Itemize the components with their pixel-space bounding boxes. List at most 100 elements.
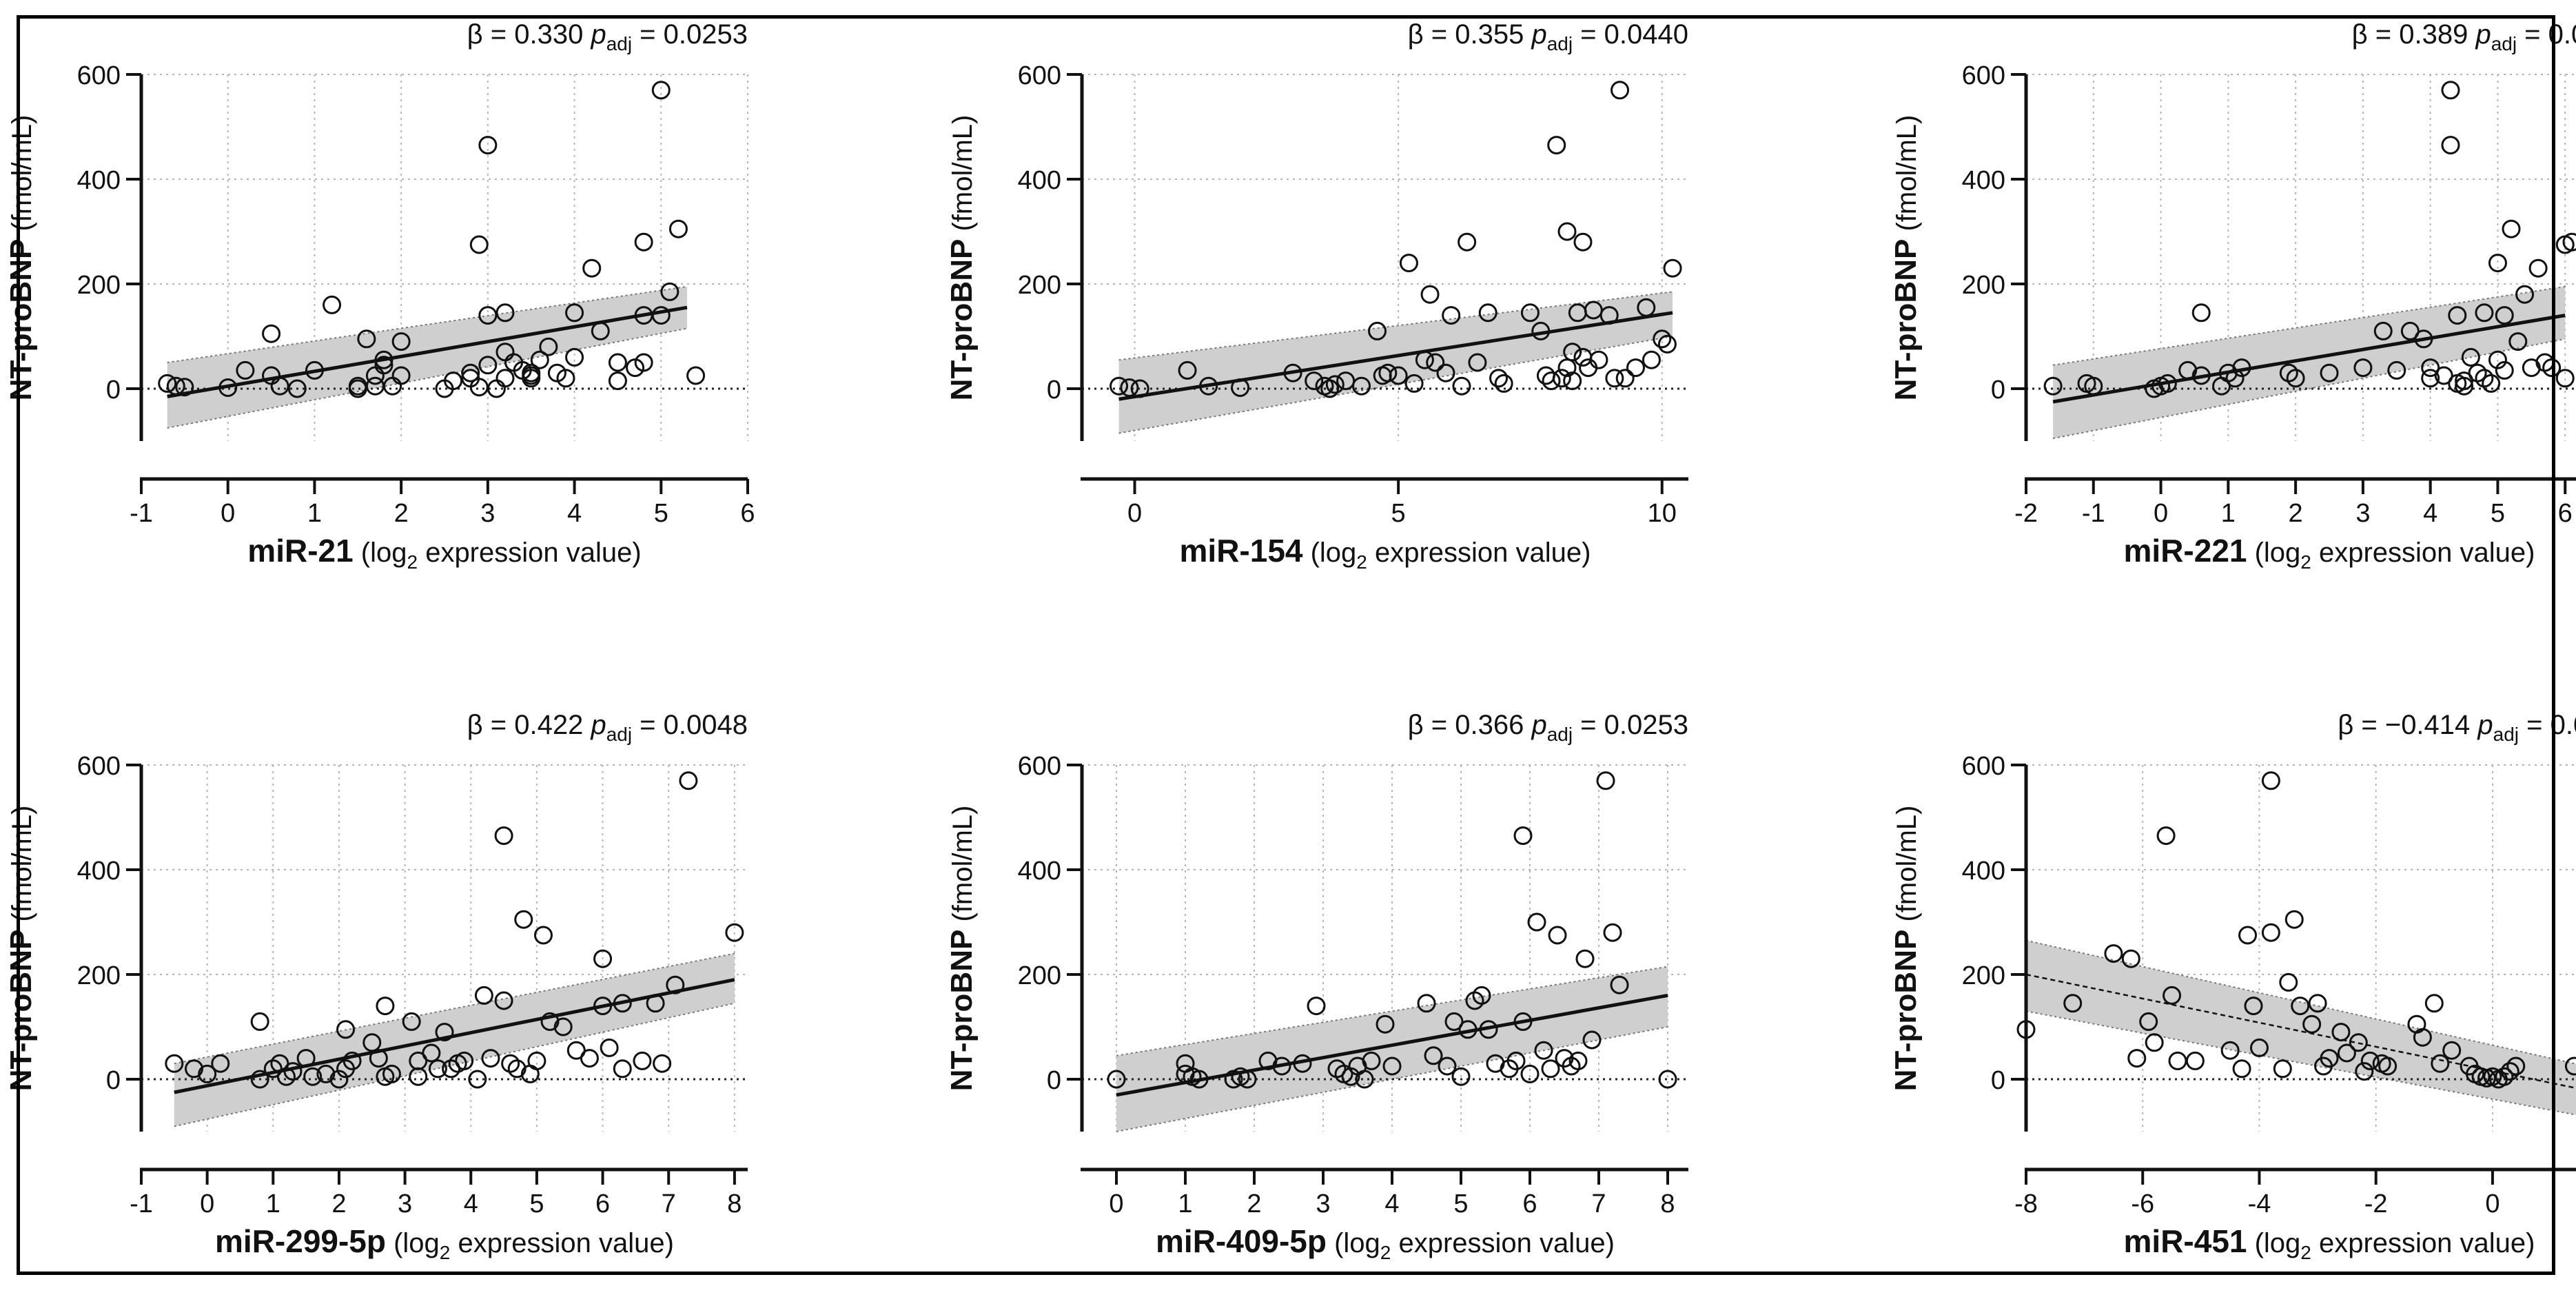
x-tick-label: 5	[1453, 1189, 1468, 1218]
mirna-name: miR-299-5p	[215, 1223, 386, 1259]
y-tick-label: 0	[106, 1066, 121, 1095]
stats-annotation: β = 0.366 padj = 0.0253	[1408, 710, 1688, 745]
regression-line	[1118, 311, 1673, 401]
x-tick-label: -1	[130, 1189, 153, 1218]
data-point	[391, 332, 411, 351]
data-point	[1130, 379, 1149, 398]
x-tick-label: -2	[2014, 499, 2038, 528]
y-axis-label: NT-proBNP (fmol/mL)	[1889, 806, 1923, 1092]
data-point	[1513, 1012, 1533, 1031]
data-point	[369, 1049, 388, 1068]
x-axis-unit-subscript: 2	[407, 551, 418, 573]
data-point	[1658, 1070, 1677, 1089]
data-point	[2158, 374, 2177, 393]
data-point	[1355, 1070, 1374, 1089]
padj-subscript: adj	[2493, 724, 2519, 745]
data-point	[2127, 1049, 2147, 1068]
x-tick-label: 6	[595, 1189, 610, 1218]
data-point	[2506, 1056, 2526, 1076]
x-axis-unit-subscript: 2	[440, 1242, 451, 1263]
x-tick-label: 3	[2355, 499, 2370, 528]
data-point	[2495, 306, 2514, 325]
data-point	[2139, 1012, 2158, 1031]
x-tick-label: 7	[662, 1189, 676, 1218]
padj-value: = 0.0440	[1573, 19, 1688, 50]
padj-label: p	[590, 19, 606, 50]
data-point	[2360, 1051, 2380, 1070]
data-point	[1596, 771, 1615, 790]
data-point	[2121, 949, 2140, 968]
x-axis-label: miR-154 (log2 expression value)	[1180, 533, 1591, 573]
y-tick-label: 600	[1018, 61, 1061, 90]
data-point	[1611, 81, 1630, 100]
data-point	[1376, 1014, 1395, 1034]
x-axis-unit-tail: expression value)	[1367, 538, 1591, 568]
data-point	[422, 1043, 441, 1063]
data-point	[2261, 923, 2280, 942]
x-axis-unit: (log	[386, 1228, 440, 1258]
data-point	[2220, 1041, 2240, 1060]
regression-line	[2052, 314, 2566, 404]
data-point	[343, 1051, 362, 1070]
data-point	[218, 378, 238, 397]
data-point	[2232, 358, 2251, 378]
y-axis-label-bold: NT-proBNP	[945, 930, 979, 1092]
y-tick-label: 0	[1047, 376, 1061, 405]
data-point	[651, 306, 671, 325]
data-point	[540, 1012, 560, 1031]
padj-subscript: adj	[1547, 33, 1573, 54]
x-axis-unit-subscript: 2	[2300, 1242, 2311, 1263]
data-point	[474, 985, 493, 1005]
mirna-name: miR-21	[247, 533, 353, 569]
y-tick-label: 600	[1962, 61, 2005, 90]
padj-subscript: adj	[606, 724, 632, 745]
x-tick-label: 3	[480, 499, 495, 528]
data-point	[2421, 369, 2440, 388]
data-point	[666, 975, 685, 994]
data-point	[211, 1054, 230, 1073]
data-point	[2442, 1041, 2462, 1060]
data-point	[1307, 997, 1326, 1016]
stats-annotation: β = 0.355 padj = 0.0440	[1408, 19, 1688, 54]
x-axis-unit-tail: expression value)	[418, 538, 642, 568]
y-tick-label: 0	[1991, 376, 2005, 405]
x-tick-label: -1	[2082, 499, 2105, 528]
data-point	[2232, 1059, 2251, 1079]
data-point	[1557, 222, 1577, 241]
chart-panel-6: 0 200 400 600 -8 -6 -4 -2 0 2miR-451 (log2 expres…	[1889, 710, 2576, 1263]
data-point	[494, 826, 513, 846]
data-point	[303, 1067, 323, 1086]
y-axis-label-unit: (fmol/mL)	[948, 115, 978, 239]
data-point	[2244, 997, 2263, 1016]
y-tick-label: 200	[1962, 271, 2005, 300]
data-point	[1657, 334, 1677, 354]
padj-value: = 0.0048	[632, 710, 748, 740]
data-point	[2353, 358, 2373, 378]
data-point	[1610, 975, 1629, 994]
padj-label: p	[590, 710, 606, 740]
data-point	[348, 379, 367, 398]
data-point	[382, 1064, 401, 1083]
padj-label: p	[2477, 710, 2493, 740]
data-point	[1352, 376, 1371, 396]
y-tick-label: 200	[77, 961, 121, 990]
x-tick-label: 5	[529, 1189, 544, 1218]
data-point	[2488, 350, 2507, 369]
data-point	[2502, 219, 2521, 238]
data-point	[608, 371, 627, 391]
data-point	[613, 994, 632, 1013]
padj-value: = 0.0253	[632, 19, 748, 50]
data-point	[501, 1054, 520, 1073]
data-point	[1563, 371, 1582, 391]
confidence-band	[167, 286, 687, 428]
data-point	[1415, 350, 1434, 369]
padj-label: p	[1531, 19, 1546, 50]
data-point	[1362, 1051, 1381, 1070]
data-point	[1468, 353, 1487, 372]
y-tick-label: 400	[1018, 166, 1061, 195]
